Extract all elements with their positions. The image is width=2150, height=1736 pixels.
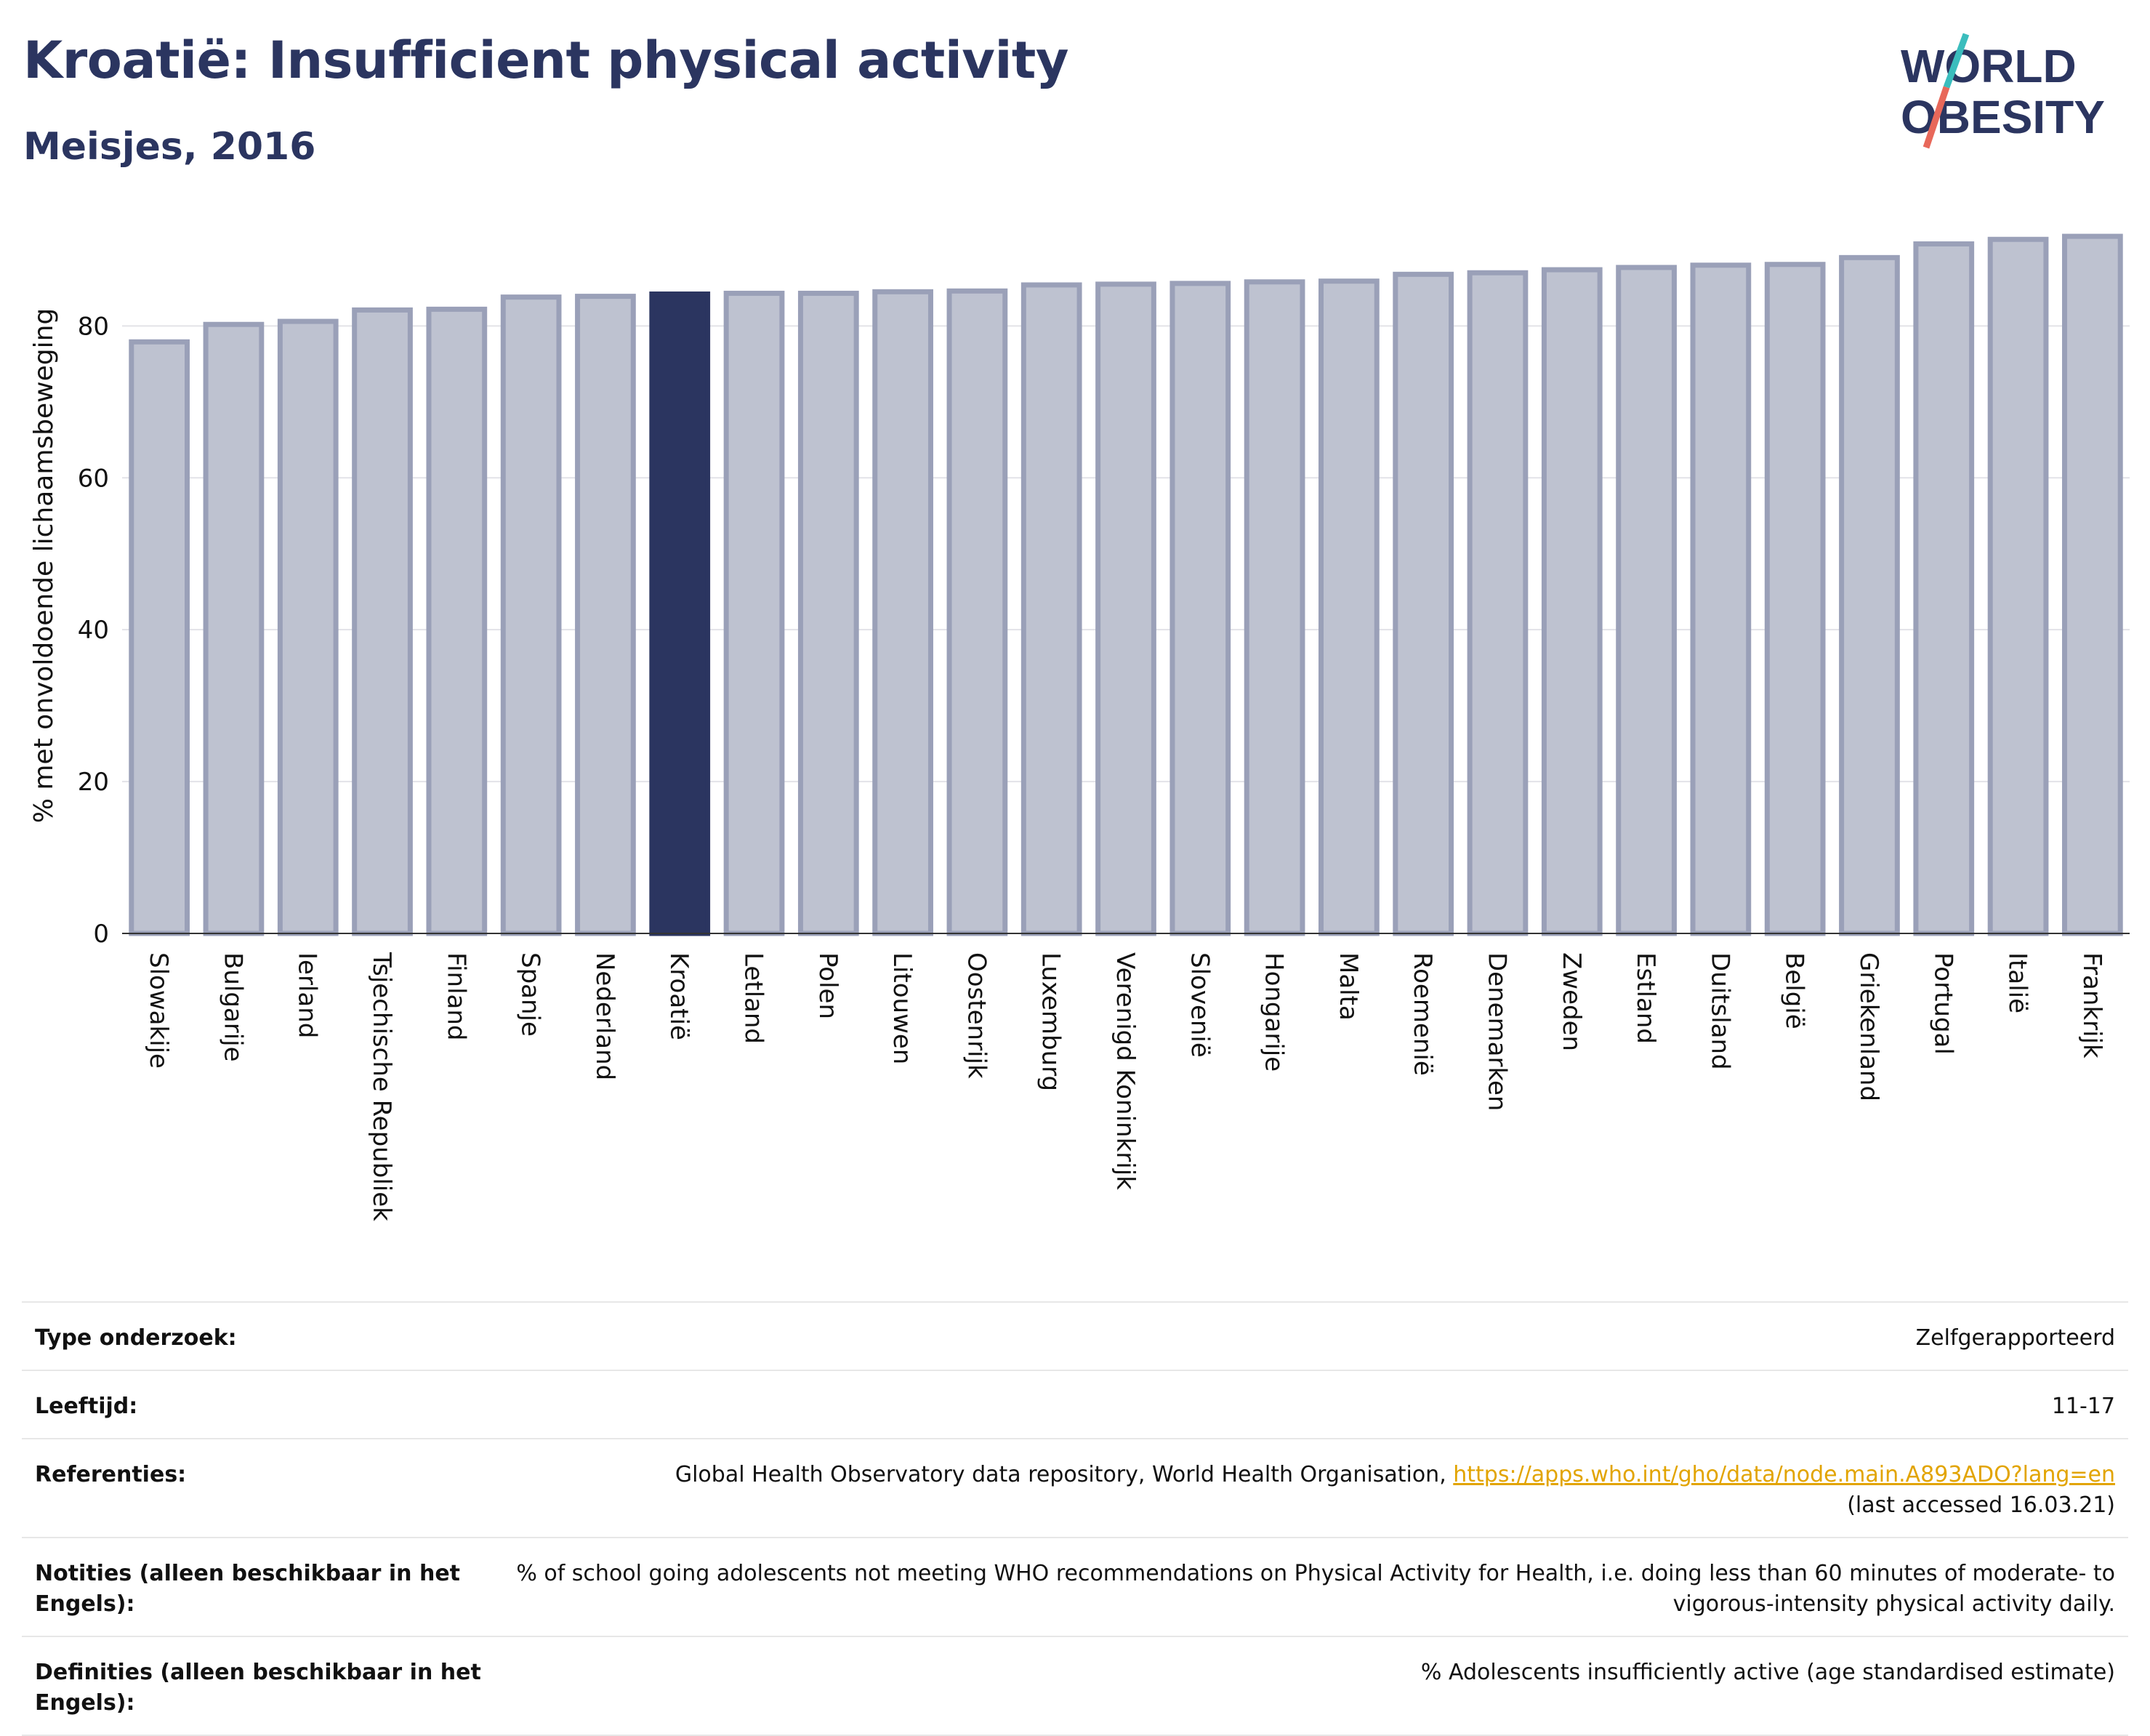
- info-value: % Adolescents insufficiently active (age…: [1421, 1657, 2115, 1688]
- info-row: Notities (alleen beschikbaar in het Enge…: [22, 1537, 2128, 1636]
- bar: [872, 289, 933, 936]
- x-tick-label: Letland: [739, 952, 768, 1044]
- x-tick-label: Ierland: [293, 952, 322, 1038]
- bar: [1244, 279, 1305, 936]
- bar: [1616, 265, 1677, 936]
- bar: [203, 321, 265, 936]
- info-key: Notities (alleen beschikbaar in het Enge…: [35, 1561, 461, 1617]
- x-tick-label: Slovenië: [1185, 952, 1214, 1058]
- bar: [500, 294, 562, 936]
- bar: [946, 288, 1008, 936]
- info-value-extra: (last accessed 16.03.21): [1847, 1492, 2115, 1518]
- y-axis-label: % met onvoldoende lichaamsbeweging: [29, 308, 59, 824]
- x-tick-label: België: [1780, 952, 1809, 1029]
- x-tick-label: Verenigd Koninkrijk: [1111, 952, 1140, 1190]
- info-value: 11-17: [2052, 1391, 2115, 1422]
- x-tick-label: Bulgarije: [218, 952, 247, 1062]
- info-table: Type onderzoek: Zelfgerapporteerd Leeftijd…: [22, 1301, 2128, 1736]
- x-tick-label: Litouwen: [887, 952, 917, 1064]
- info-key: Leeftijd:: [35, 1394, 138, 1419]
- chart-title: Kroatië: Insufficient physical activity: [23, 31, 1069, 90]
- x-tick-labels: Slowakije Bulgarije Ierland Tsjechische Rep…: [144, 952, 2106, 1221]
- bar-chart: 0 20 40 60 80 Slowakije Bulgarije Ierland Tsjec…: [29, 233, 2130, 1221]
- y-tick-label: 80: [78, 312, 109, 341]
- x-tick-label: Tsjechische Republiek: [367, 952, 396, 1221]
- x-tick-label: Zweden: [1557, 952, 1586, 1051]
- x-tick-label: Oostenrijk: [962, 952, 991, 1079]
- bar: [797, 290, 859, 936]
- bar: [1467, 270, 1529, 936]
- logo-slash-teal: [1943, 33, 1970, 89]
- bar: [575, 294, 636, 936]
- y-tick-label: 0: [93, 920, 109, 949]
- x-tick-label: Denemarken: [1482, 952, 1511, 1111]
- info-value: Global Health Observatory data repositor…: [675, 1460, 2115, 1521]
- x-tick-label: Estland: [1631, 952, 1660, 1044]
- chart-subtitle: Meisjes, 2016: [23, 125, 316, 169]
- info-value-text: % of school going adolescents not meetin…: [516, 1561, 2115, 1617]
- bar: [1764, 262, 1826, 936]
- x-tick-label: Polen: [813, 952, 842, 1019]
- x-tick-label: Frankrijk: [2077, 952, 2106, 1058]
- info-key: Referenties:: [35, 1462, 187, 1487]
- bar: [1318, 278, 1380, 936]
- x-tick-label: Slowakije: [144, 952, 173, 1069]
- y-tick-labels: 0 20 40 60 80: [78, 312, 109, 949]
- info-value: % of school going adolescents not meetin…: [516, 1559, 2115, 1620]
- x-tick-label: Italië: [2003, 952, 2032, 1013]
- bar: [352, 307, 413, 936]
- info-value-text: 11-17: [2051, 1394, 2115, 1419]
- bar: [277, 318, 339, 936]
- x-tick-label: Griekenland: [1854, 952, 1883, 1101]
- y-tick-label: 40: [78, 616, 109, 645]
- y-tick-label: 60: [78, 464, 109, 493]
- info-value-text: Zelfgerapporteerd: [1915, 1325, 2115, 1351]
- x-tick-label: Spanje: [516, 952, 545, 1037]
- x-tick-label: Kroatië: [664, 952, 693, 1040]
- x-tick-label: Malta: [1334, 952, 1363, 1021]
- info-value: Zelfgerapporteerd: [1916, 1323, 2115, 1354]
- bar: [1839, 254, 1900, 936]
- bar: [2061, 233, 2123, 936]
- bar: [1393, 271, 1454, 936]
- bar: [1913, 241, 1975, 936]
- bar: [1690, 262, 1752, 936]
- info-value-text: Global Health Observatory data repositor…: [675, 1462, 1454, 1487]
- bar: [129, 339, 190, 936]
- x-tick-label: Luxemburg: [1036, 952, 1066, 1091]
- info-value-text: % Adolescents insufficiently active (age…: [1420, 1660, 2115, 1685]
- reference-link[interactable]: https://apps.who.int/gho/data/node.main.…: [1453, 1462, 2115, 1487]
- info-row: Type onderzoek: Zelfgerapporteerd: [22, 1301, 2128, 1370]
- bar: [723, 290, 785, 936]
- x-tick-label: Roemenië: [1408, 952, 1437, 1076]
- info-key: Definities (alleen beschikbaar in het En…: [35, 1660, 481, 1716]
- info-row: Referenties: Global Health Observatory da…: [22, 1438, 2128, 1537]
- logo-slash-coral: [1922, 86, 1950, 149]
- bar: [1020, 282, 1082, 936]
- x-tick-label: Finland: [441, 952, 470, 1041]
- info-row: Leeftijd: 11-17: [22, 1370, 2128, 1438]
- bar: [1169, 281, 1231, 936]
- bar: [1095, 281, 1156, 936]
- x-tick-label: Hongarije: [1260, 952, 1289, 1072]
- x-tick-label: Nederland: [590, 952, 619, 1080]
- info-key: Type onderzoek:: [35, 1325, 237, 1351]
- y-tick-label: 20: [78, 768, 109, 797]
- bar: [1541, 267, 1603, 936]
- logo-line1: WORLD: [1901, 40, 2077, 92]
- bars: [129, 233, 2123, 936]
- x-tick-label: Portugal: [1928, 952, 1957, 1055]
- info-row: Definities (alleen beschikbaar in het En…: [22, 1636, 2128, 1736]
- x-tick-label: Duitsland: [1705, 952, 1734, 1070]
- bar-highlight: [649, 291, 711, 936]
- bar: [1987, 236, 2049, 936]
- world-obesity-logo: WORLD OBESITY: [1901, 33, 2105, 149]
- bar: [426, 306, 488, 936]
